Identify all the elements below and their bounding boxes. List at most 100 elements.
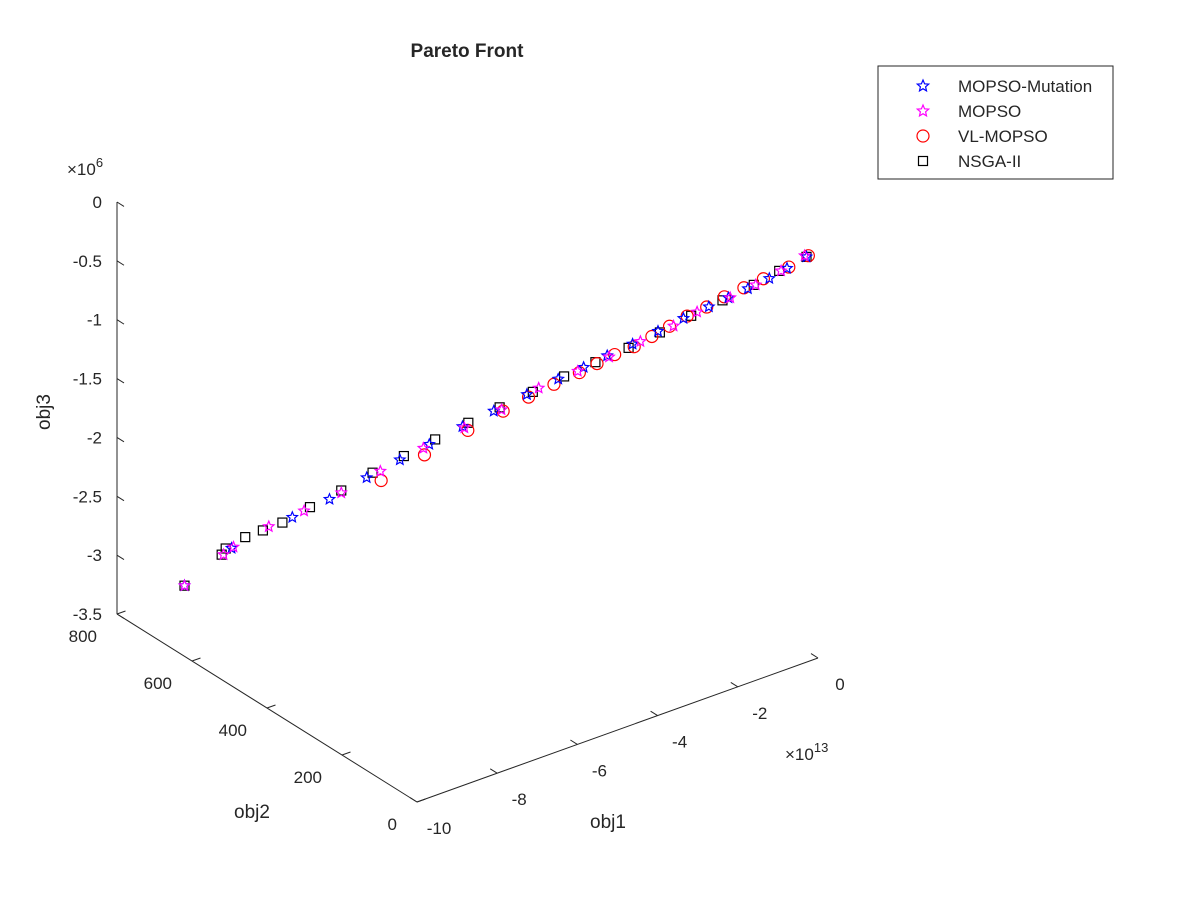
z-tick-label: -1 — [87, 311, 102, 330]
data-point — [651, 324, 665, 337]
x-tick-mark — [810, 653, 819, 659]
data-point — [216, 547, 231, 561]
data-point — [576, 360, 591, 374]
x-axis-label: obj1 — [590, 812, 626, 833]
z-tick-label: -3.5 — [73, 605, 102, 624]
data-point — [430, 434, 441, 445]
y-tick-mark — [116, 610, 126, 615]
data-point — [422, 437, 436, 451]
x-tick-label: -10 — [427, 819, 452, 838]
data-point — [177, 578, 192, 592]
data-point — [797, 248, 812, 262]
series-nsga-ii — [179, 251, 812, 591]
data-point — [645, 329, 659, 344]
legend-label: VL-MOPSO — [958, 127, 1048, 146]
data-point — [571, 364, 585, 377]
legend-label: MOPSO-Mutation — [958, 77, 1092, 96]
data-point — [676, 311, 691, 325]
z-tick-label: -2.5 — [73, 487, 102, 506]
data-point — [762, 271, 776, 285]
z-tick-mark — [116, 554, 125, 560]
series-mopso-mutation — [177, 249, 814, 592]
x-axis-ticks: -10 -8 -6 -4 -2 0 — [409, 653, 845, 838]
data-point — [240, 532, 251, 543]
z-tick-label: -1.5 — [73, 370, 102, 389]
y-tick-label: 200 — [294, 768, 322, 787]
data-point — [741, 281, 755, 295]
data-point — [285, 510, 299, 524]
data-point — [457, 420, 472, 434]
y-tick-mark — [266, 704, 276, 709]
z-tick-mark — [116, 378, 125, 384]
data-point — [393, 452, 407, 466]
x-tick-label: -4 — [672, 733, 687, 752]
y-tick-label: 600 — [144, 674, 172, 693]
data-point — [737, 281, 751, 295]
x-tick-mark — [489, 768, 498, 774]
z-tick-mark — [116, 260, 125, 266]
legend-box — [877, 65, 1114, 180]
x-tick-mark — [409, 797, 418, 803]
data-point — [416, 441, 431, 454]
data-point — [521, 390, 536, 404]
y-tick-mark — [416, 798, 426, 803]
data-point — [520, 387, 534, 401]
legend-marker — [916, 129, 930, 143]
data-point — [625, 337, 640, 350]
data-point — [532, 381, 546, 394]
legend-label: NSGA-II — [958, 152, 1021, 171]
y-axis-ticks: 0 200 400 600 800 — [69, 610, 426, 834]
data-point — [226, 540, 241, 553]
data-points — [177, 248, 815, 592]
data-point — [417, 448, 432, 462]
data-point — [322, 492, 337, 505]
y-tick-mark — [341, 751, 351, 756]
z-tick-mark — [116, 201, 125, 207]
y-tick-label: 400 — [219, 721, 247, 740]
data-point — [666, 318, 681, 332]
legend-marker — [915, 103, 931, 118]
x-tick-label: -8 — [512, 790, 527, 809]
y-axis-label: obj2 — [234, 802, 270, 823]
data-point — [373, 464, 388, 477]
z-tick-mark — [116, 613, 125, 619]
data-point — [662, 319, 677, 333]
data-point — [774, 263, 788, 277]
x-tick-label: -2 — [752, 704, 767, 723]
data-point — [334, 485, 348, 499]
z-tick-label: -0.5 — [73, 252, 102, 271]
z-axis-label: obj3 — [34, 394, 55, 430]
z-tick-label: -3 — [87, 546, 102, 565]
x-tick-label: 0 — [835, 675, 844, 694]
legend-marker — [917, 155, 929, 167]
data-point — [748, 277, 763, 291]
data-point — [608, 347, 622, 362]
z-tick-mark — [116, 437, 125, 443]
data-point — [633, 334, 648, 348]
data-point — [756, 272, 771, 286]
z-tick-mark — [116, 495, 125, 502]
data-point — [277, 517, 288, 528]
legend: MOPSO-Mutation MOPSO VL-MOPSO NSGA-II — [877, 65, 1114, 180]
data-point — [602, 349, 616, 363]
data-point — [702, 299, 716, 313]
data-point — [690, 304, 704, 318]
data-point — [262, 519, 276, 533]
legend-marker — [915, 78, 931, 93]
chart-title: Pareto Front — [411, 41, 525, 62]
x-exponent-label: ×1013 — [785, 740, 828, 764]
y-tick-label: 0 — [388, 815, 397, 834]
data-point — [304, 502, 316, 513]
data-point — [547, 377, 561, 391]
x-axis-line — [416, 657, 819, 803]
x-tick-mark — [730, 681, 739, 688]
data-point — [494, 402, 509, 416]
z-tick-label: 0 — [93, 193, 102, 212]
data-point — [780, 261, 794, 274]
data-point — [551, 372, 565, 385]
data-point — [600, 348, 614, 362]
x-tick-mark — [650, 710, 658, 717]
z-tick-label: -2 — [87, 428, 102, 447]
data-point — [723, 290, 737, 304]
